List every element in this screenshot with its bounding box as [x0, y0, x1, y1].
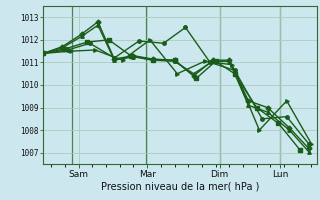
X-axis label: Pression niveau de la mer( hPa ): Pression niveau de la mer( hPa ): [101, 181, 259, 191]
